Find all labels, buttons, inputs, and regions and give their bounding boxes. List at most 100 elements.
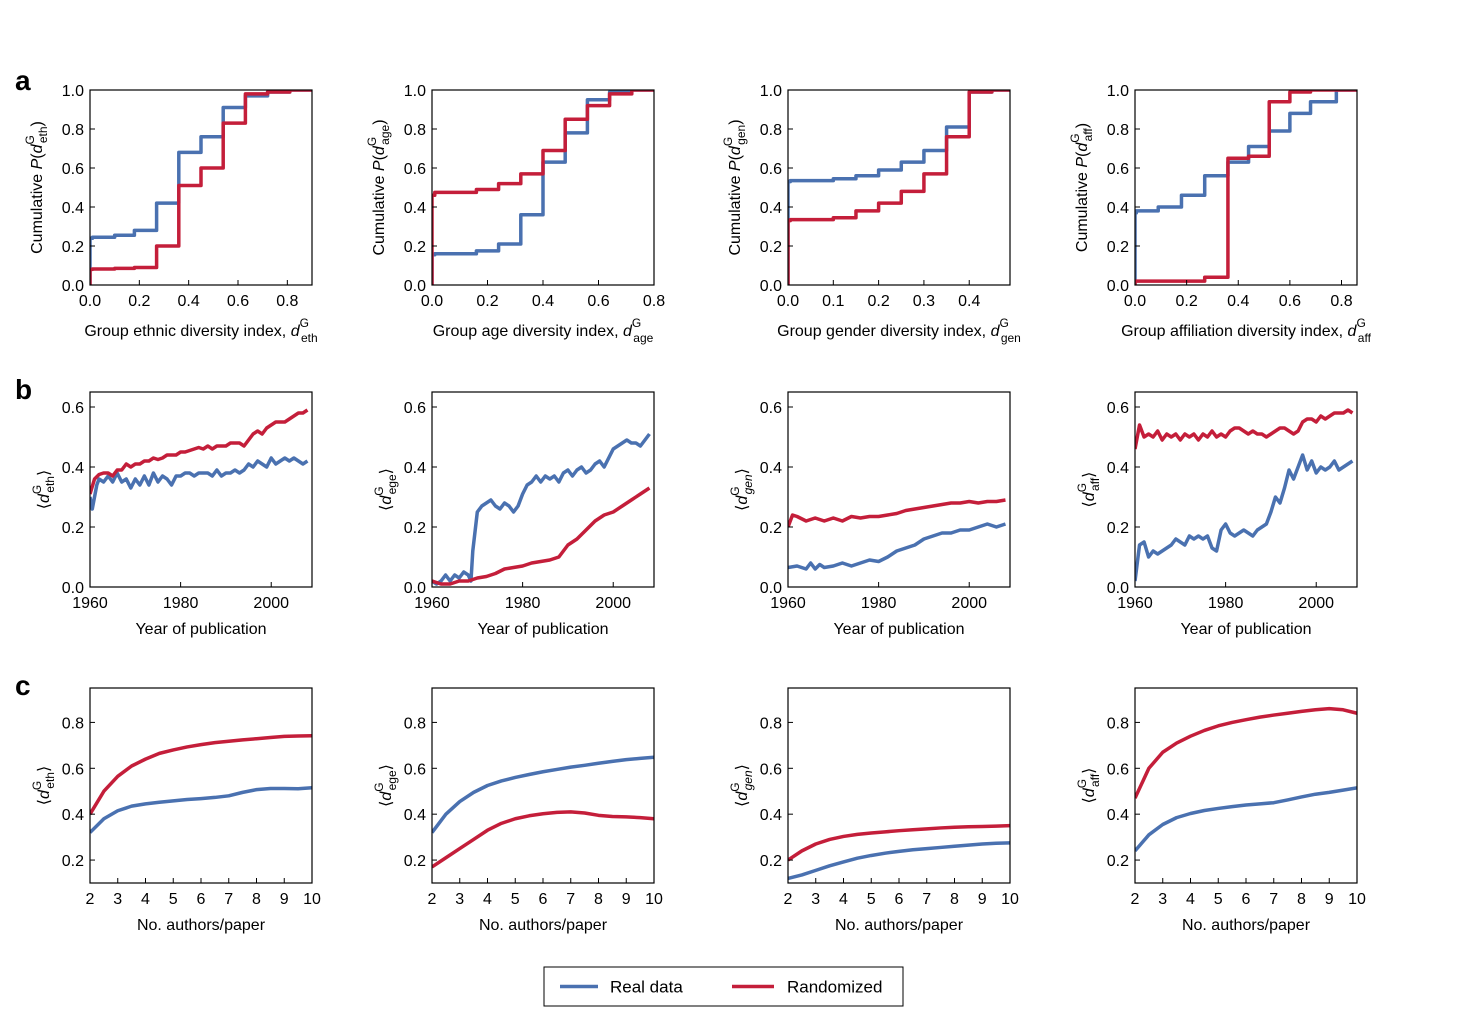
x-tick-label-c-aff: 6 <box>1242 891 1251 908</box>
series-line-rand-b-gen <box>788 498 1006 528</box>
x-tick-label-c-aff: 7 <box>1269 891 1278 908</box>
y-tick-label-a-gen: 0.2 <box>760 239 782 256</box>
y-tick-label-a-aff: 0.0 <box>1107 278 1129 295</box>
y-tick-label-c-age: 0.2 <box>404 853 426 870</box>
y-tick-label-b-age: 0.0 <box>404 580 426 597</box>
y-tick-label-a-age: 0.2 <box>404 239 426 256</box>
y-tick-label-b-gen: 0.2 <box>760 520 782 537</box>
y-tick-label-a-age: 0.6 <box>404 161 426 178</box>
y-tick-label-a-eth: 0.0 <box>62 278 84 295</box>
subplot-a-age: 0.0 0.2 0.4 0.6 0.8 0.0 0.2 0.4 0.6 0.8 1.0 Group a… <box>365 83 665 345</box>
plot-frame-a-gen <box>787 89 1011 286</box>
series-line-rand-a-aff <box>1135 90 1357 285</box>
x-tick-label-a-age: 0.0 <box>421 293 443 310</box>
series-line-real-b-gen <box>788 522 1007 571</box>
plot-frame-a-eth <box>89 89 313 286</box>
plot-frame-c-aff <box>1134 687 1358 884</box>
y-tick-label-c-age: 0.8 <box>404 715 426 732</box>
x-tick-label-a-aff: 0.2 <box>1176 293 1198 310</box>
x-tick-label-c-age: 10 <box>645 891 663 908</box>
x-tick-label-a-age: 0.8 <box>643 293 665 310</box>
subplot-grid: 0.0 0.2 0.4 0.6 0.8 0.0 0.2 0.4 0.6 0.8 1.0 Group e… <box>23 83 1372 934</box>
subplot-a-gen: 0.0 0.1 0.2 0.3 0.4 0.0 0.2 0.4 0.6 0.8 1.0 Group g… <box>721 83 1021 345</box>
plot-frame-c-age <box>431 687 655 884</box>
y-axis-label-a-gen: Cumulative P(dGgen) <box>721 119 748 255</box>
series-line-rand-c-aff <box>1135 706 1357 799</box>
y-axis-label-b-gen: ⟨dGgen⟩ <box>728 468 755 511</box>
x-tick-label-c-gen: 2 <box>784 891 793 908</box>
y-tick-label-b-aff: 0.0 <box>1107 580 1129 597</box>
x-tick-label-a-eth: 0.0 <box>79 293 101 310</box>
x-tick-label-a-aff: 0.4 <box>1227 293 1249 310</box>
x-tick-label-a-gen: 0.3 <box>913 293 935 310</box>
plot-frame-c-eth <box>89 687 313 884</box>
y-tick-label-a-eth: 0.8 <box>62 122 84 139</box>
x-tick-label-c-aff: 8 <box>1297 891 1306 908</box>
y-tick-label-c-gen: 0.8 <box>760 715 782 732</box>
x-tick-label-a-gen: 0.0 <box>777 293 799 310</box>
x-tick-label-c-aff: 2 <box>1131 891 1140 908</box>
x-tick-label-a-aff: 0.0 <box>1124 293 1146 310</box>
series-line-real-b-eth <box>90 456 309 511</box>
y-tick-label-a-gen: 1.0 <box>760 83 782 100</box>
plot-frame-b-age <box>431 391 655 588</box>
panel-letter-a: a <box>15 65 31 96</box>
plot-frame-b-eth <box>89 391 313 588</box>
x-tick-label-c-eth: 4 <box>141 891 150 908</box>
x-tick-label-a-age: 0.2 <box>476 293 498 310</box>
y-tick-label-b-aff: 0.4 <box>1107 460 1129 477</box>
series-line-rand-a-gen <box>788 90 1010 285</box>
x-tick-label-c-age: 8 <box>594 891 603 908</box>
x-tick-label-c-age: 2 <box>428 891 437 908</box>
series-line-real-b-age <box>432 432 651 586</box>
subplot-a-eth: 0.0 0.2 0.4 0.6 0.8 0.0 0.2 0.4 0.6 0.8 1.0 Group e… <box>23 83 318 345</box>
x-tick-label-b-gen: 2000 <box>951 595 987 612</box>
y-tick-label-b-aff: 0.6 <box>1107 400 1129 417</box>
y-axis-label-b-aff: ⟨dGaff⟩ <box>1075 472 1102 508</box>
subplot-b-eth: 1960 1980 2000 0.0 0.2 0.4 0.6 Year of publicat… <box>30 391 313 638</box>
y-tick-label-c-aff: 0.4 <box>1107 807 1129 824</box>
y-tick-label-b-gen: 0.4 <box>760 460 782 477</box>
x-tick-label-c-gen: 4 <box>839 891 848 908</box>
x-tick-label-c-eth: 10 <box>303 891 321 908</box>
legend-box <box>543 966 904 1007</box>
y-tick-label-a-gen: 0.0 <box>760 278 782 295</box>
subplot-c-gen: 2 3 4 5 6 7 8 9 10 0.2 0.4 0.6 0.8 No. authors/paper ⟨… <box>728 687 1019 934</box>
y-tick-label-a-gen: 0.4 <box>760 200 782 217</box>
x-tick-label-c-eth: 5 <box>169 891 178 908</box>
x-tick-label-c-age: 3 <box>455 891 464 908</box>
x-axis-label-b-gen: Year of publication <box>833 621 964 638</box>
y-tick-label-b-age: 0.4 <box>404 460 426 477</box>
x-tick-label-c-aff: 3 <box>1158 891 1167 908</box>
y-tick-label-c-eth: 0.2 <box>62 853 84 870</box>
y-tick-label-a-gen: 0.8 <box>760 122 782 139</box>
legend-real-label: Real data <box>610 978 683 997</box>
x-tick-label-a-eth: 0.2 <box>128 293 150 310</box>
x-tick-label-c-gen: 5 <box>867 891 876 908</box>
series-line-rand-a-eth <box>90 90 312 285</box>
x-tick-label-c-gen: 3 <box>811 891 820 908</box>
series-line-rand-b-age <box>432 486 651 586</box>
x-tick-label-b-aff: 1980 <box>1208 595 1244 612</box>
x-tick-label-a-aff: 0.6 <box>1279 293 1301 310</box>
x-tick-label-c-aff: 10 <box>1348 891 1366 908</box>
y-axis-label-c-aff: ⟨dGaff⟩ <box>1075 768 1102 804</box>
y-tick-label-a-eth: 0.4 <box>62 200 84 217</box>
x-axis-label-a-aff: Group affiliation diversity index, dG aff <box>1121 316 1372 345</box>
y-tick-label-a-age: 0.8 <box>404 122 426 139</box>
y-axis-label-b-age: ⟨dGege⟩ <box>372 468 399 511</box>
series-line-rand-c-eth <box>90 733 312 816</box>
x-tick-label-a-gen: 0.1 <box>822 293 844 310</box>
y-tick-label-b-aff: 0.2 <box>1107 520 1129 537</box>
legend: Real data Randomized <box>543 966 904 1007</box>
x-axis-label-a-gen: Group gender diversity index, dG gen <box>777 316 1021 345</box>
series-line-rand-b-eth <box>90 408 309 495</box>
x-tick-label-b-gen: 1960 <box>770 595 806 612</box>
y-tick-label-a-age: 0.0 <box>404 278 426 295</box>
x-tick-label-c-age: 9 <box>622 891 631 908</box>
y-axis-label-c-eth: ⟨dGeth⟩ <box>30 766 57 805</box>
subplot-a-aff: 0.0 0.2 0.4 0.6 0.8 0.0 0.2 0.4 0.6 0.8 1.0 Group a… <box>1068 83 1372 345</box>
series-line-rand-b-aff <box>1135 408 1354 450</box>
x-tick-label-b-eth: 1980 <box>163 595 199 612</box>
panel-letter-b: b <box>15 374 32 405</box>
